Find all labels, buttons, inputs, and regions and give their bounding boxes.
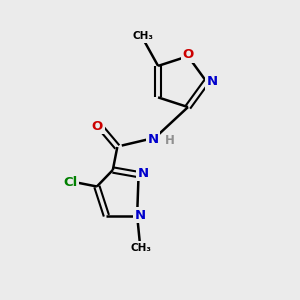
Text: N: N [206, 75, 218, 88]
Text: N: N [137, 167, 148, 180]
Text: N: N [147, 133, 158, 146]
Text: H: H [164, 134, 174, 147]
Text: N: N [134, 208, 146, 222]
Text: Cl: Cl [63, 176, 77, 189]
Text: CH₃: CH₃ [131, 243, 152, 253]
Text: CH₃: CH₃ [132, 31, 153, 41]
Text: O: O [182, 48, 194, 61]
Text: O: O [92, 120, 103, 133]
